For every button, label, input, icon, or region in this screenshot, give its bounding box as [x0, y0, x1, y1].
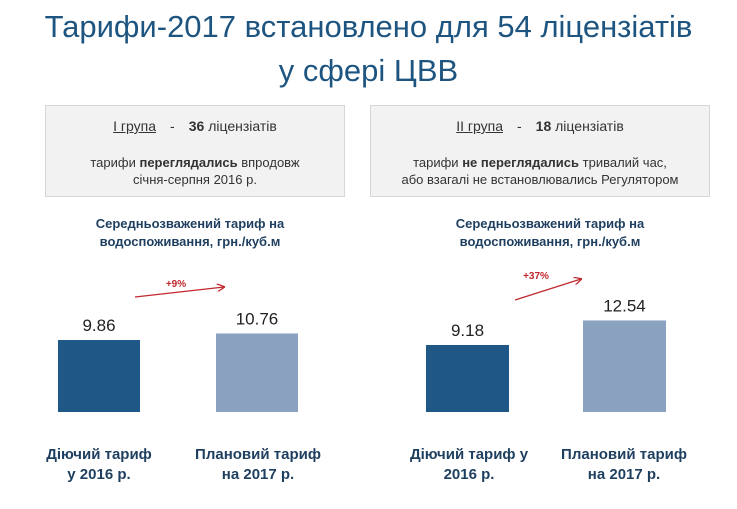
category-label-line2: 2016 р.: [443, 466, 495, 483]
chart-2-title: Середньозважений тариф на водоспоживання…: [420, 215, 680, 251]
group-1-desc-bold: переглядались: [139, 155, 238, 170]
group-2-dash: -: [517, 118, 522, 134]
group-1-desc-line2: січня-серпня 2016 р.: [133, 172, 257, 187]
category-label-line2: у 2016 р.: [67, 466, 131, 483]
group-2-header: II група -18 ліцензіатів: [371, 118, 709, 134]
group-2-box: II група -18 ліцензіатів тарифи не перегл…: [370, 105, 710, 197]
growth-annotation-chart2: +37%: [523, 271, 549, 282]
chart-1-title: Середньозважений тариф на водоспоживання…: [60, 215, 320, 251]
category-label-line1: Плановий тариф: [561, 446, 687, 463]
group-1-description: тарифи переглядались впродовж січня-серп…: [46, 154, 344, 188]
value-label-chart2-current: 9.18: [451, 321, 484, 340]
value-label-chart1-planned: 10.76: [236, 309, 279, 328]
chart-1-title-line2: водоспоживання, грн./куб.м: [99, 234, 281, 249]
value-label-chart2-planned: 12.54: [603, 296, 646, 315]
group-2-desc-line2: або взагалі не встановлювались Регулятор…: [401, 172, 679, 187]
group-2-desc-pre: тарифи: [413, 155, 463, 170]
group-1-box: I група -36 ліцензіатів тарифи переглядал…: [45, 105, 345, 197]
value-label-chart1-current: 9.86: [82, 316, 115, 335]
bar-chart1-planned: [216, 333, 298, 412]
category-label-current-2016-left: Діючий тариф у 2016 р.: [24, 445, 174, 485]
group-1-header: I група -36 ліцензіатів: [46, 118, 344, 134]
category-label-planned-2017-left: Плановий тариф на 2017 р.: [183, 445, 333, 485]
bar-chart1-current: [58, 340, 140, 412]
category-label-line1: Плановий тариф: [195, 446, 321, 463]
growth-arrow-chart1: [134, 287, 224, 298]
group-1-dash: -: [170, 118, 175, 134]
page-title-line-2: у сфері ЦВВ: [278, 53, 459, 88]
chart-2-title-line2: водоспоживання, грн./куб.м: [459, 234, 641, 249]
group-2-desc-bold: не переглядались: [462, 155, 580, 170]
bar-chart2-planned: [583, 320, 666, 412]
page-title-line-1: Тарифи-2017 встановлено для 54 ліцензіат…: [44, 9, 693, 44]
chart-1-title-line1: Середньозважений тариф на: [95, 216, 285, 231]
category-label-line2: на 2017 р.: [587, 466, 661, 483]
category-label-current-2016-right: Діючий тариф у 2016 р.: [394, 445, 544, 485]
group-1-desc-post: впродовж: [237, 155, 300, 170]
growth-annotation-chart1: +9%: [166, 279, 186, 290]
category-label-planned-2017-right: Плановий тариф на 2017 р.: [549, 445, 699, 485]
group-1-count-suffix: ліцензіатів: [208, 118, 277, 134]
group-2-description: тарифи не переглядались тривалий час, аб…: [371, 154, 709, 188]
group-2-desc-post: тривалий час,: [579, 155, 667, 170]
group-2-label: II група: [456, 118, 503, 134]
group-1-desc-pre: тарифи: [90, 155, 140, 170]
group-2-count-suffix: ліцензіатів: [555, 118, 624, 134]
group-1-count: 36: [188, 118, 205, 134]
group-1-label: I група: [113, 118, 157, 134]
category-label-line2: на 2017 р.: [221, 466, 295, 483]
group-2-count: 18: [535, 118, 552, 134]
chart-2-title-line1: Середньозважений тариф на: [455, 216, 645, 231]
category-label-line1: Діючий тариф у: [409, 446, 529, 463]
growth-arrow-chart2: [514, 279, 581, 301]
bar-chart2-current: [426, 344, 509, 412]
category-label-line1: Діючий тариф: [46, 446, 152, 463]
